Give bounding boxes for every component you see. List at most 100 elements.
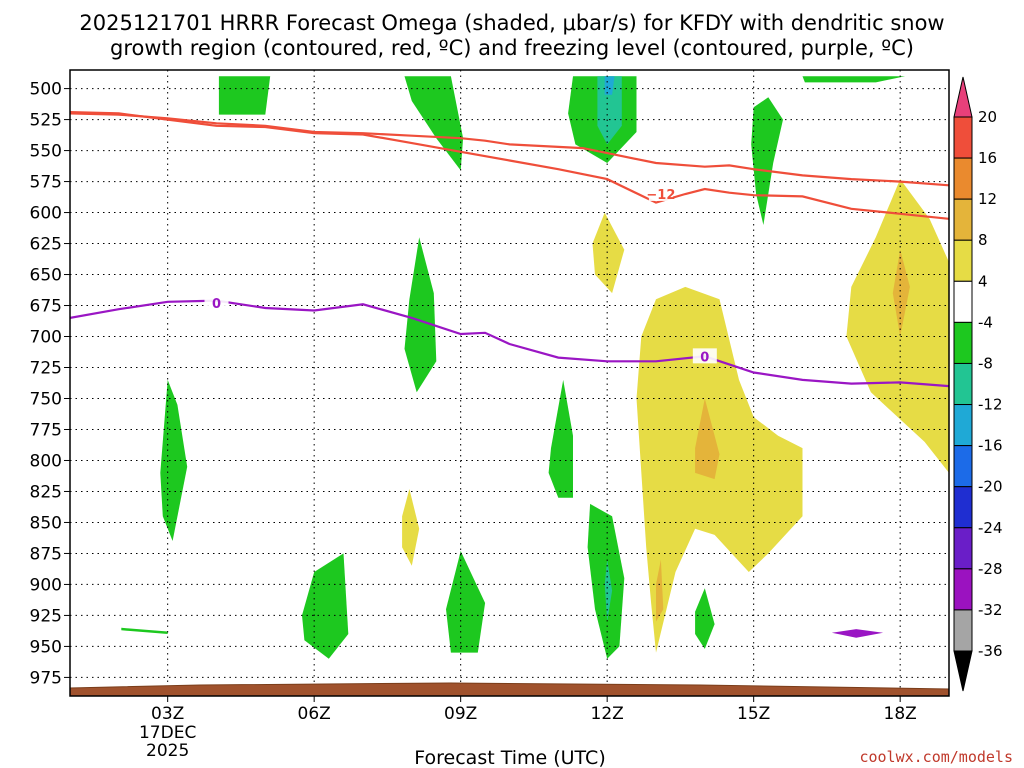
x-tick-year-label: 2025 (146, 741, 189, 761)
chart-title-line-2: growth region (contoured, red, ºC) and f… (110, 36, 914, 60)
y-tick-label: 875 (30, 544, 62, 564)
x-tick-label: 15Z (737, 704, 770, 724)
y-tick-label: 775 (30, 420, 62, 440)
x-tick-label: 09Z (444, 704, 477, 724)
y-tick-label: 850 (30, 513, 62, 533)
colorbar-bin-3 (953, 239, 973, 282)
colorbar-bin-2 (953, 198, 973, 241)
contour-dendritic-lower (70, 111, 949, 220)
y-tick-label: 950 (30, 637, 62, 657)
y-tick-label: 575 (30, 173, 62, 193)
plot-background (70, 70, 949, 696)
omega-shading-layer (121, 76, 949, 659)
contour-label-bg (648, 185, 673, 201)
y-tick-label: 500 (30, 80, 62, 100)
x-tick-date-label: 17DEC (139, 723, 196, 743)
y-tick-label: 900 (30, 575, 62, 595)
colorbar-tick-label: 12 (978, 190, 997, 208)
x-tick-label: 18Z (884, 704, 917, 724)
colorbar-tick-label: 20 (978, 108, 997, 126)
y-tick-label: 525 (30, 111, 62, 131)
y-tick-label: 675 (30, 297, 62, 317)
colorbar-tick-label: -32 (978, 601, 1003, 619)
colorbar-tick-label: 16 (978, 149, 997, 167)
omega-region-yellow-13 (636, 286, 803, 653)
y-tick-label: 650 (30, 266, 62, 286)
contour-label-dendritic-lower: −12 (646, 188, 675, 203)
colorbar: 20 16 12 8 4 -4 -8 -12 -16 -20 -24 -28 -32 -36 (953, 76, 1003, 692)
y-tick-label: 825 (30, 482, 62, 502)
omega-region-green-0 (218, 76, 271, 115)
colorbar-top-arrow (953, 76, 973, 118)
x-tick-label: 06Z (298, 704, 331, 724)
y-tick-label: 750 (30, 389, 62, 409)
colorbar-tick-label: -16 (978, 437, 1003, 455)
colorbar-tick-label: -20 (978, 478, 1003, 496)
contour-label-bg (692, 348, 717, 364)
omega-region-green-6 (751, 97, 783, 225)
omega-region-green-21 (695, 588, 715, 649)
colorbar-tick-label: 4 (978, 272, 988, 290)
omega-region-green-19 (302, 553, 349, 659)
colorbar-tick-label: -12 (978, 396, 1003, 414)
omega-region-green-9 (548, 379, 573, 498)
omega-region-green-1 (404, 76, 464, 171)
y-tick-label: 550 (30, 142, 62, 162)
contour-label-freezing-level: 0 (212, 297, 221, 312)
contour-layer: −12 0 0 (70, 111, 949, 388)
omega-region-green-thin-22 (121, 627, 168, 634)
omega-region-green-5 (802, 76, 906, 83)
colorbar-bottom-arrow (953, 650, 973, 692)
x-axis-label: Forecast Time (UTC) (414, 747, 605, 768)
omega-region-yellow-16 (402, 489, 420, 566)
grid-layer (70, 70, 949, 696)
y-tick-label: 925 (30, 606, 62, 626)
colorbar-tick-label: -8 (978, 354, 993, 372)
colorbar-bin-5 (953, 321, 973, 364)
omega-region-green-7 (404, 237, 437, 393)
y-tick-label: 600 (30, 204, 62, 224)
colorbar-bin-4 (953, 280, 973, 323)
contour-label-bg (204, 295, 229, 311)
colorbar-bin-8 (953, 445, 973, 488)
y-tick-label: 975 (30, 668, 62, 688)
colorbar-bin-6 (953, 362, 973, 406)
colorbar-bin-11 (953, 568, 973, 611)
plot-frame (69, 69, 950, 697)
y-tick-label: 725 (30, 359, 62, 379)
x-tick-label: 03Z (151, 704, 184, 724)
y-tick-label: 625 (30, 235, 62, 255)
credit-text: coolwx.com/models (859, 748, 1013, 766)
colorbar-bin-10 (953, 527, 973, 570)
chart-title-line-1: 2025121701 HRRR Forecast Omega (shaded, … (79, 11, 944, 35)
y-axis: 500 525 550 575 600 625 650 675 700 725 750 775 800 8… (30, 80, 70, 688)
plot-area: −12 0 0 (69, 69, 950, 697)
x-tick-label: 12Z (591, 704, 624, 724)
y-tick-label: 800 (30, 451, 62, 471)
colorbar-tick-label: -24 (978, 519, 1003, 537)
colorbar-tick-label: -36 (978, 642, 1003, 660)
omega-region-purple-thin-23 (831, 629, 884, 638)
contour-dendritic-upper (70, 112, 949, 187)
colorbar-bin-7 (953, 404, 973, 447)
omega-region-orange-15 (656, 559, 664, 622)
omega-region-orange-12 (892, 249, 910, 337)
colorbar-bin-1 (953, 157, 973, 200)
omega-region-aqua-3 (597, 76, 622, 145)
omega-region-yellow-10 (592, 212, 625, 294)
omega-region-aqua-18 (604, 559, 613, 622)
contour-label-freezing-level: 0 (700, 350, 709, 365)
omega-region-yellow-11 (846, 179, 949, 473)
omega-region-orange-14 (695, 398, 720, 480)
colorbar-tick-label: -28 (978, 560, 1003, 578)
colorbar-bin-0 (953, 116, 973, 159)
y-tick-label: 700 (30, 328, 62, 348)
omega-region-green-20 (446, 551, 486, 653)
colorbar-tick-label: -4 (978, 313, 993, 331)
omega-region-green-8 (160, 379, 188, 541)
omega-region-cyan-4 (604, 76, 615, 95)
colorbar-tick-label: 8 (978, 231, 988, 249)
colorbar-bin-12 (953, 609, 973, 652)
